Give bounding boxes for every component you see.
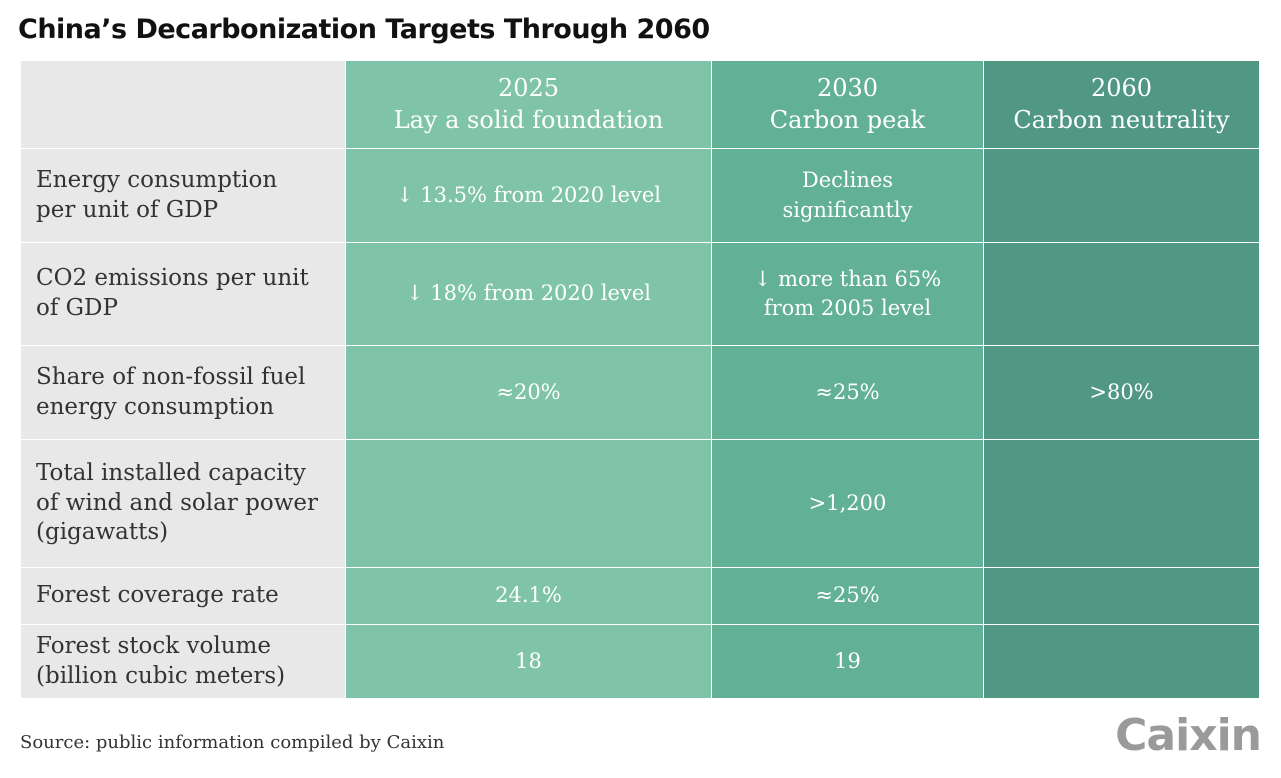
- header-2030: 2030 Carbon peak: [712, 61, 984, 149]
- cell-value: >1,200: [808, 490, 887, 515]
- row-label-text: Energy consumption per unit of GDP: [36, 166, 278, 223]
- header-2025: 2025 Lay a solid foundation: [346, 61, 712, 149]
- caixin-logo: Caixin: [1115, 710, 1262, 761]
- source-note: Source: public information compiled by C…: [20, 732, 445, 753]
- chart-title: China’s Decarbonization Targets Through …: [18, 14, 710, 45]
- corner-cell: [21, 61, 346, 149]
- table-cell: 19: [712, 625, 984, 699]
- header-year: 2060: [1090, 74, 1153, 103]
- table-cell: [984, 149, 1260, 243]
- row-label: Share of non-fossil fuel energy consumpt…: [21, 346, 346, 440]
- cell-value: ↓ 13.5% from 2020 level: [396, 182, 661, 207]
- table-cell: ↓ 18% from 2020 level: [346, 243, 712, 346]
- table-cell: 24.1%: [346, 568, 712, 625]
- table-cell: ≈25%: [712, 568, 984, 625]
- table-cell: >1,200: [712, 440, 984, 568]
- row-label: Total installed capacity of wind and sol…: [21, 440, 346, 568]
- table-cell: [346, 440, 712, 568]
- table-cell: [984, 625, 1260, 699]
- cell-value: >80%: [1089, 379, 1154, 404]
- targets-table: 2025 Lay a solid foundation 2030 Carbon …: [21, 61, 1260, 699]
- cell-value: ↓ 18% from 2020 level: [406, 281, 651, 306]
- header-year: 2025: [497, 74, 560, 103]
- table-cell: ≈20%: [346, 346, 712, 440]
- header-year: 2030: [816, 74, 879, 103]
- cell-value: ↓ more than 65% from 2005 level: [753, 266, 942, 320]
- table-cell: >80%: [984, 346, 1260, 440]
- cell-value: 24.1%: [495, 583, 562, 608]
- cell-value: ≈25%: [815, 379, 880, 404]
- cell-value: ≈20%: [496, 379, 561, 404]
- cell-value: ≈25%: [815, 583, 880, 608]
- cell-value: 18: [515, 648, 542, 673]
- table-cell: [984, 243, 1260, 346]
- row-label: Forest coverage rate: [21, 568, 346, 625]
- table-cell: 18: [346, 625, 712, 699]
- row-label-text: Forest coverage rate: [36, 582, 279, 609]
- row-label: CO2 emissions per unit of GDP: [21, 243, 346, 346]
- cell-value: 19: [834, 648, 861, 673]
- table-cell: Declines significantly: [712, 149, 984, 243]
- header-label: Lay a solid foundation: [393, 105, 664, 134]
- header-label: Carbon neutrality: [1013, 105, 1230, 134]
- row-label-text: Share of non-fossil fuel energy consumpt…: [36, 363, 306, 420]
- table-cell: ≈25%: [712, 346, 984, 440]
- row-label: Forest stock volume (billion cubic meter…: [21, 625, 346, 699]
- cell-value: Declines significantly: [782, 168, 913, 222]
- row-label-text: CO2 emissions per unit of GDP: [36, 265, 309, 321]
- header-2060: 2060 Carbon neutrality: [984, 61, 1260, 149]
- table-cell: [984, 440, 1260, 568]
- row-label-text: Forest stock volume (billion cubic meter…: [36, 632, 286, 689]
- header-label: Carbon peak: [769, 105, 926, 134]
- row-label-text: Total installed capacity of wind and sol…: [36, 459, 319, 546]
- table-cell: ↓ more than 65% from 2005 level: [712, 243, 984, 346]
- table-cell: [984, 568, 1260, 625]
- table-cell: ↓ 13.5% from 2020 level: [346, 149, 712, 243]
- row-label: Energy consumption per unit of GDP: [21, 149, 346, 243]
